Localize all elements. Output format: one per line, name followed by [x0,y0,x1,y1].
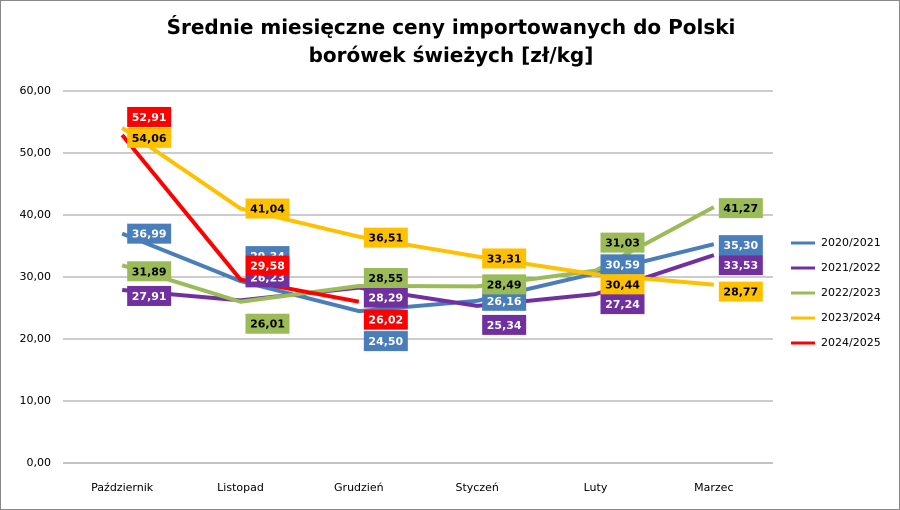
data-label-box [482,248,527,269]
data-label: 41,04 [250,203,285,216]
data-label-box [600,294,645,315]
data-label-box [245,198,290,219]
data-label-box [482,274,527,295]
data-label-box [600,232,645,253]
legend-label: 2022/2023 [821,286,881,299]
data-label-box [482,290,527,311]
data-label-box [600,274,645,295]
data-label-box [718,255,763,276]
data-label: 31,89 [132,265,167,278]
y-tick-label: 0,00 [27,456,52,469]
data-label-box [363,309,408,330]
data-label: 36,99 [132,228,167,241]
legend-label: 2023/2024 [821,311,881,324]
x-tick-label: Styczeń [455,481,498,494]
y-tick-label: 20,00 [20,332,52,345]
data-label-box [363,267,408,288]
data-label: 28,29 [368,292,403,305]
data-label: 30,44 [605,278,640,291]
data-label-box [482,314,527,335]
data-label-box [718,281,763,302]
data-label: 25,34 [487,319,522,332]
data-label-box [245,255,290,276]
data-label: 26,16 [487,295,522,308]
y-tick-label: 60,00 [20,84,52,97]
data-label-box [127,285,172,306]
data-label: 31,03 [605,237,640,250]
legend-label: 2024/2025 [821,336,881,349]
data-label-box [127,127,172,148]
data-label: 26,01 [250,318,285,331]
y-tick-label: 40,00 [20,208,52,221]
data-label-box [718,198,763,219]
data-label-box [127,223,172,244]
x-tick-label: Grudzień [334,481,384,494]
data-label: 28,49 [487,278,522,291]
data-label: 28,55 [368,272,403,285]
data-label: 52,91 [132,111,167,124]
x-tick-label: Listopad [217,481,264,494]
data-label-box [600,254,645,275]
data-label: 27,91 [132,290,167,303]
data-label: 30,59 [605,258,640,271]
data-label-box [718,235,763,256]
data-label-box [363,287,408,308]
data-label-box [127,106,172,127]
data-label-box [127,261,172,282]
data-label-box [363,227,408,248]
data-label: 33,53 [723,259,758,272]
series-line [120,133,360,304]
y-tick-label: 10,00 [20,394,52,407]
x-tick-label: Marzec [694,481,733,494]
data-label: 26,02 [368,314,403,327]
data-label: 54,06 [132,132,167,145]
legend-label: 2020/2021 [821,236,881,249]
data-label-box [245,313,290,334]
data-label: 27,24 [605,298,640,311]
y-tick-label: 50,00 [20,146,52,159]
y-tick-label: 30,00 [20,270,52,283]
legend-label: 2021/2022 [821,261,881,274]
data-label: 28,77 [723,286,758,299]
data-label: 35,30 [723,239,758,252]
data-label: 29,58 [250,260,285,273]
data-label: 41,27 [723,202,758,215]
chart-title: Średnie miesięczne ceny importowanych do… [166,15,736,67]
data-label: 24,50 [368,335,403,348]
x-tick-label: Luty [584,481,608,494]
x-tick-label: Październik [91,481,154,494]
data-label-box [363,331,408,352]
data-label: 36,51 [368,232,403,245]
data-label: 33,31 [487,252,522,265]
